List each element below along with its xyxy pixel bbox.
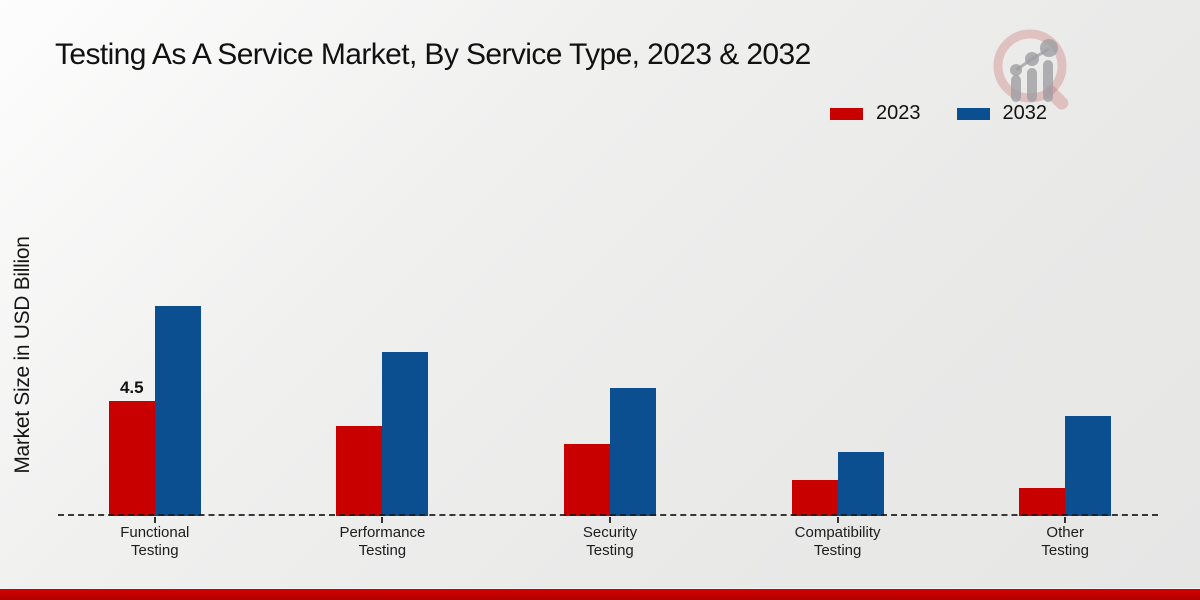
bar-2032-performance-testing (382, 352, 429, 516)
logo-dot-icon (1010, 64, 1022, 76)
bar-2023-performance-testing (336, 426, 383, 516)
legend-label-2032: 2032 (1002, 102, 1048, 124)
legend: 2023 2032 (830, 102, 1047, 125)
chart-title: Testing As A Service Market, By Service … (55, 38, 811, 71)
legend-label-2023: 2023 (876, 102, 921, 124)
bar-2032-other-testing (1065, 416, 1112, 516)
legend-swatch-2023 (830, 107, 863, 120)
bar-2023-security-testing (564, 444, 610, 516)
category-label-other-testing: Other Testing (1041, 524, 1089, 559)
category-label-functional-testing: Functional Testing (120, 524, 190, 559)
x-axis-tick (381, 517, 384, 523)
legend-item-2023: 2023 (830, 102, 921, 125)
x-axis-tick (836, 517, 839, 523)
logo-bar-icon (1011, 75, 1021, 102)
x-axis-baseline (58, 514, 1158, 516)
x-axis-tick (609, 517, 611, 523)
legend-swatch-2032 (956, 107, 990, 120)
market-research-magnifier-logo (988, 28, 1080, 116)
legend-item-2032: 2032 (956, 102, 1048, 125)
x-axis-tick (1064, 517, 1067, 523)
bar-2023-functional-testing (108, 401, 155, 516)
x-axis-tick (153, 517, 156, 523)
category-label-compatibility-testing: Compatibility Testing (794, 524, 881, 559)
logo-dot-icon (1040, 39, 1058, 57)
bar-2023-compatibility-testing (791, 480, 838, 516)
bar-2032-compatibility-testing (837, 452, 884, 516)
category-label-security-testing: Security Testing (582, 524, 638, 559)
logo-dot-icon (1025, 52, 1039, 66)
bar-2023-other-testing (1019, 488, 1066, 516)
footer-accent-bar (0, 588, 1200, 600)
bar-2032-security-testing (610, 388, 656, 516)
bar-2032-functional-testing (154, 306, 201, 516)
logo-bar-icon (1027, 68, 1037, 102)
category-label-performance-testing: Performance Testing (339, 524, 426, 559)
bar-value-label: 4.5 (119, 378, 144, 397)
logo-bar-icon (1043, 60, 1053, 102)
